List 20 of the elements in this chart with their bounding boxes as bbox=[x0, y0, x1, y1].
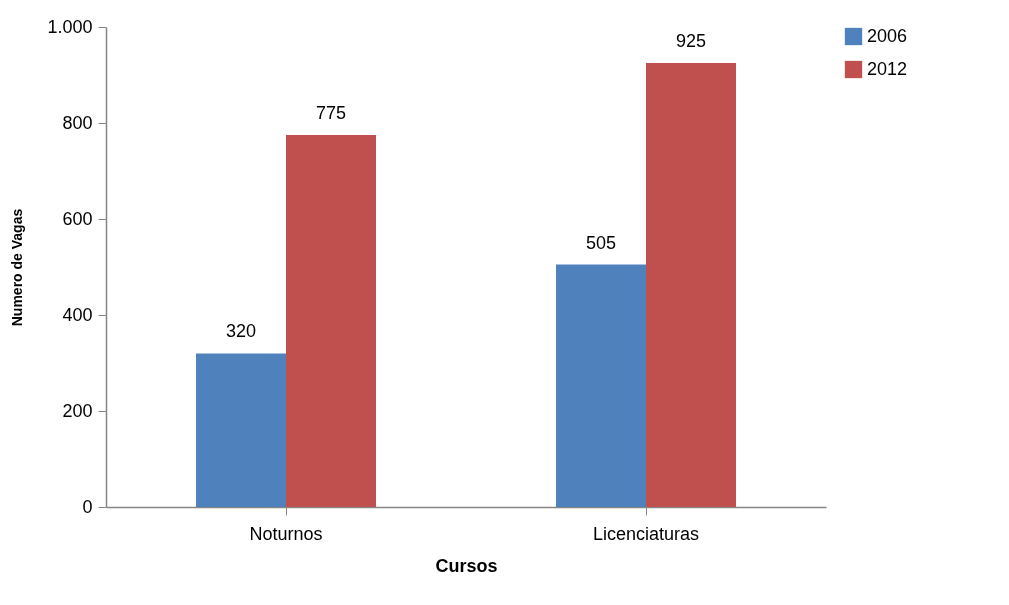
legend-label: 2012 bbox=[867, 58, 908, 79]
bar bbox=[196, 353, 286, 507]
y-tick-label: 600 bbox=[62, 208, 93, 229]
data-label: 505 bbox=[585, 232, 617, 253]
y-tick-label: 1.000 bbox=[47, 16, 93, 37]
x-tick-label: Licenciaturas bbox=[592, 523, 700, 544]
bar bbox=[286, 135, 376, 507]
x-axis-title: Cursos bbox=[435, 555, 498, 576]
y-tick-label: 400 bbox=[62, 304, 93, 325]
data-label: 775 bbox=[315, 103, 347, 123]
bar bbox=[646, 63, 736, 507]
data-label: 925 bbox=[675, 31, 707, 51]
y-tick-label: 800 bbox=[62, 112, 93, 133]
y-tick-label: 200 bbox=[62, 400, 93, 421]
y-axis-title: Numero de Vagas bbox=[9, 208, 26, 327]
x-tick-label: Noturnos bbox=[249, 523, 323, 544]
bar bbox=[556, 264, 646, 507]
data-label: 320 bbox=[225, 321, 257, 342]
legend-label: 2006 bbox=[867, 25, 908, 46]
y-tick-label: 0 bbox=[82, 496, 93, 517]
